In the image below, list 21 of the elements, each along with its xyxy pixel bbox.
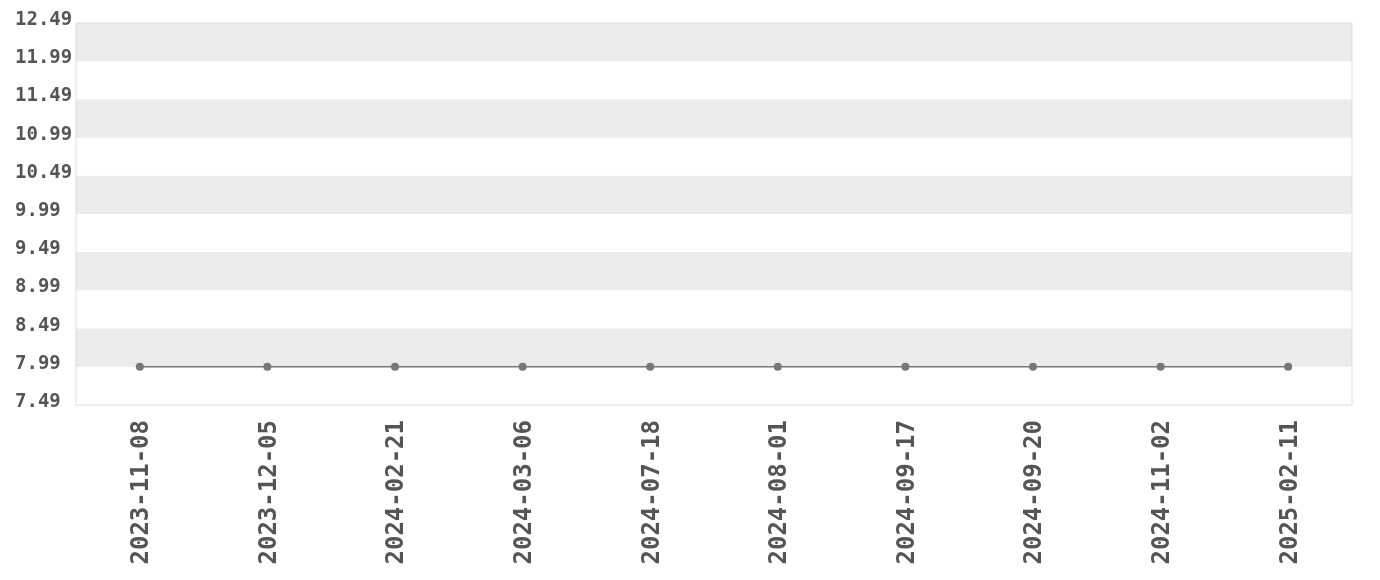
x-tick-label: 2024-07-18 [636,420,665,565]
x-tick-label: 2024-08-01 [764,420,793,565]
x-tick-label: 2024-09-17 [891,420,920,565]
x-tick-label: 2024-11-02 [1147,420,1175,565]
y-tick-label: 11.99 [15,45,73,68]
y-tick-label: 9.49 [15,236,61,259]
x-tick-label: 2023-12-05 [253,420,282,565]
x-tick-label: 2024-09-20 [1019,420,1048,565]
y-tick-label: 7.99 [15,350,61,373]
y-tick-label: 11.49 [15,83,73,106]
y-tick-label: 12.49 [15,6,73,29]
y-tick-label: 8.49 [15,312,61,335]
x-tick-label: 2024-03-06 [509,420,537,565]
x-tick-label: 2025-02-11 [1274,420,1303,565]
y-tick-label: 8.99 [15,274,61,297]
y-tick-label: 10.49 [15,159,73,182]
y-tick-label: 7.49 [15,388,61,411]
y-tick-label: 9.99 [15,197,61,220]
y-tick-label: 10.99 [15,121,73,144]
x-tick-label: 2024-02-21 [381,420,410,565]
x-tick-label: 2023-11-08 [126,420,155,565]
